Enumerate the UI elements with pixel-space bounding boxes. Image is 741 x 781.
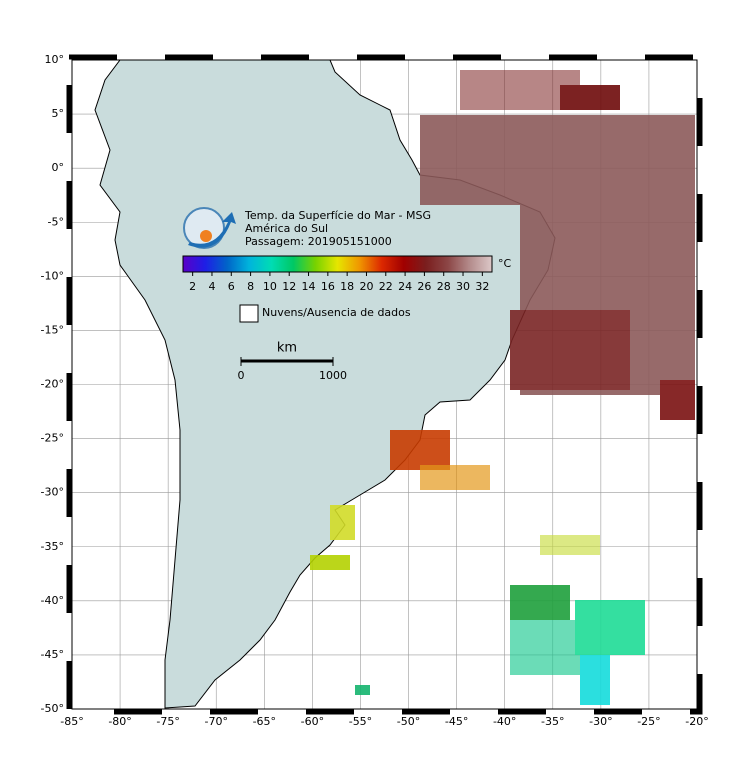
y-tick-label: -45° [41,648,64,661]
title: Temp. da Superfície do Mar - MSG [244,209,431,222]
colorbar-tick-label: 26 [417,280,431,293]
y-tick-label: -50° [41,702,64,715]
scale-unit: km [277,341,297,356]
x-tick-label: -65° [253,715,276,728]
x-tick-label: -85° [60,715,83,728]
x-tick-label: -75° [156,715,179,728]
colorbar-tick-label: 32 [475,280,489,293]
colorbar-tick-label: 14 [302,280,316,293]
colorbar-tick-label: 6 [228,280,235,293]
y-tick-label: -5° [48,215,64,228]
map-frame [71,59,698,710]
colorbar-tick-label: 20 [359,280,373,293]
scale-tick-label: 0 [238,369,245,382]
map-border [66,54,703,715]
scale-tick-label: 1000 [319,369,347,382]
no-data-swatch [239,304,259,323]
region: América do Sul [245,222,328,235]
x-tick-label: -60° [301,715,324,728]
legend-label: Nuvens/Ausencia de dados [262,306,411,319]
colorbar-tick-label: 18 [340,280,354,293]
colorbar-tick-label: 30 [456,280,470,293]
colorbar-tick-label: 4 [208,280,215,293]
colorbar-tick-label: 8 [247,280,254,293]
colorbar-tick-label: 22 [379,280,393,293]
y-tick-label: 10° [45,53,65,66]
y-tick-label: -40° [41,594,64,607]
x-tick-label: -45° [445,715,468,728]
x-tick-label: -50° [397,715,420,728]
colorbar [182,255,493,273]
x-tick-label: -70° [204,715,227,728]
colorbar-tick-label: 16 [321,280,335,293]
y-tick-label: 0° [52,161,65,174]
y-tick-label: -10° [41,269,64,282]
x-tick-label: -25° [637,715,660,728]
y-tick-label: -25° [41,432,64,445]
y-tick-label: -30° [41,486,64,499]
x-tick-label: -55° [349,715,372,728]
x-tick-label: -30° [589,715,612,728]
x-tick-label: -40° [493,715,516,728]
colorbar-tick-label: 12 [282,280,296,293]
y-tick-label: -35° [41,540,64,553]
x-tick-label: -20° [685,715,708,728]
colorbar-unit: °C [498,257,512,270]
pass-time: Passagem: 201905151000 [245,235,392,248]
y-tick-label: -15° [41,323,64,336]
colorbar-tick-label: 28 [437,280,451,293]
inpe-logo [183,207,236,249]
colorbar-tick-label: 2 [189,280,196,293]
y-tick-label: -20° [41,378,64,391]
colorbar-tick-label: 24 [398,280,412,293]
x-tick-label: -80° [108,715,131,728]
colorbar-tick-label: 10 [263,280,277,293]
x-tick-label: -35° [541,715,564,728]
sst-patches [310,70,695,705]
y-tick-label: 5° [52,107,65,120]
